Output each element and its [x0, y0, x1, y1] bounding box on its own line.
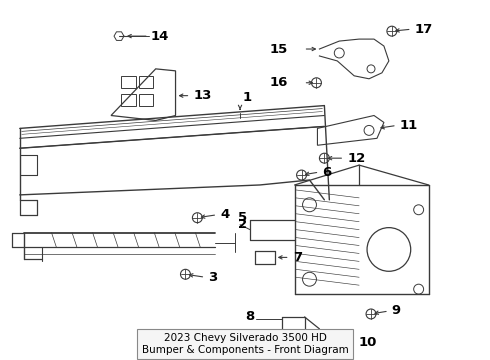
Bar: [121, 76, 136, 88]
Bar: [139, 94, 153, 105]
Bar: [139, 76, 153, 88]
Text: 16: 16: [270, 76, 288, 89]
Text: 14: 14: [151, 30, 169, 42]
Text: 10: 10: [358, 336, 376, 349]
Text: 13: 13: [194, 89, 212, 102]
Text: 6: 6: [322, 166, 332, 179]
Text: 7: 7: [293, 251, 302, 264]
Text: 17: 17: [415, 23, 433, 36]
Bar: [121, 94, 136, 105]
Text: 1: 1: [243, 91, 252, 104]
Text: 4: 4: [220, 208, 229, 221]
Text: 9: 9: [392, 305, 401, 318]
Text: 5: 5: [238, 211, 247, 224]
Bar: [318, 337, 337, 349]
Text: 12: 12: [347, 152, 366, 165]
Text: 2023 Chevy Silverado 3500 HD
Bumper & Components - Front Diagram: 2023 Chevy Silverado 3500 HD Bumper & Co…: [142, 333, 348, 355]
Text: 8: 8: [245, 310, 255, 323]
Text: 2: 2: [238, 218, 247, 231]
Polygon shape: [114, 32, 124, 40]
Text: 3: 3: [208, 271, 218, 284]
Text: 11: 11: [400, 119, 418, 132]
Text: 15: 15: [270, 42, 288, 55]
